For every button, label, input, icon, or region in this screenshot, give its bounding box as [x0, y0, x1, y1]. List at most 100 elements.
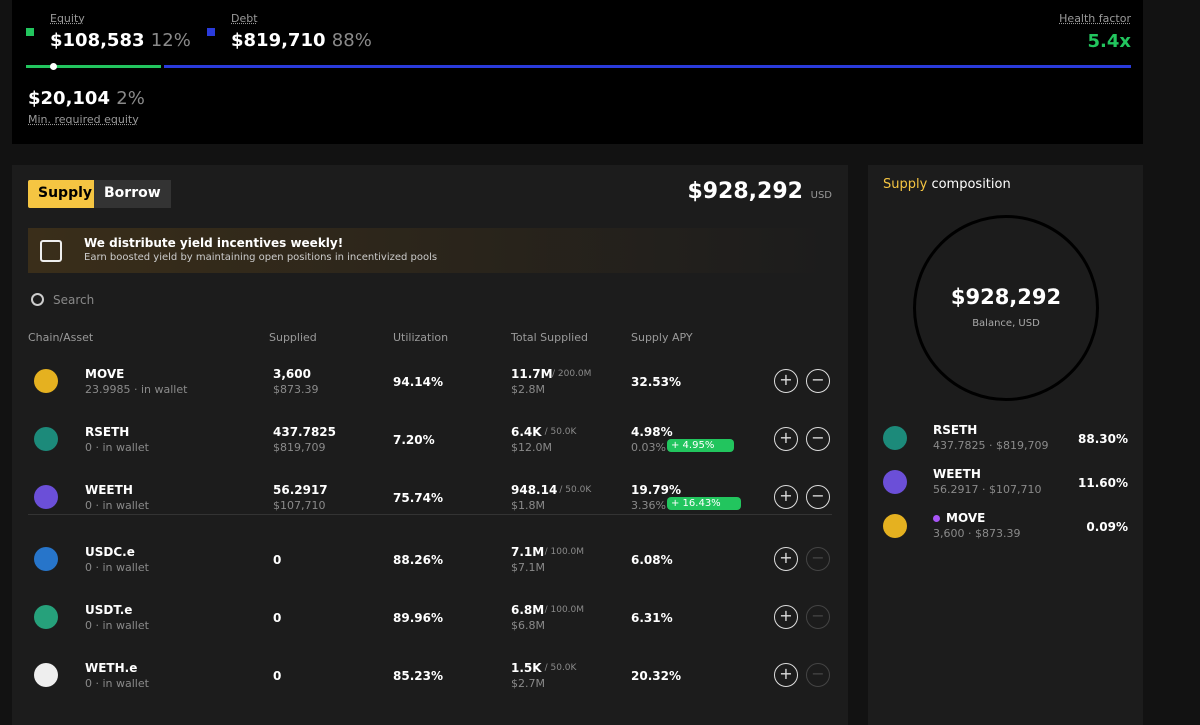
- total-usd: $7.1M: [511, 561, 545, 574]
- cap: / 200.0M: [552, 369, 592, 379]
- banner: We distribute yield incentives weekly! E…: [28, 228, 832, 273]
- body: Equity $108,583 12% Debt $819,710 88% He…: [12, 0, 1143, 690]
- withdraw-button[interactable]: −: [806, 427, 830, 451]
- total-usd: $1.8M: [511, 499, 545, 512]
- asset-name: WETH.e: [85, 661, 138, 675]
- composition-ring: [913, 215, 1099, 401]
- supply-button[interactable]: +: [774, 547, 798, 571]
- min-marker: [50, 63, 57, 70]
- apy-base: 0.03%: [631, 441, 666, 454]
- total-supplied: 1.5K: [511, 661, 542, 675]
- supply-button[interactable]: +: [774, 663, 798, 687]
- supply-button[interactable]: +: [774, 427, 798, 451]
- supplied-usd: $107,710: [273, 499, 326, 512]
- equity-swatch: [26, 28, 34, 36]
- column-header: Utilization: [393, 331, 449, 344]
- wallet: 0 · in wallet: [85, 499, 149, 512]
- wallet: 23.9985 · in wallet: [85, 383, 188, 396]
- utilization: 7.20%: [393, 433, 435, 447]
- search-input[interactable]: Search: [53, 293, 95, 307]
- column-header: Chain/Asset: [28, 331, 94, 344]
- total: $928,292 USD: [687, 179, 832, 204]
- gift-icon: [40, 240, 62, 262]
- asset-icon: [883, 514, 907, 538]
- supplied: 3,600: [273, 367, 311, 381]
- title-highlight: Supply: [883, 177, 928, 192]
- supplied-usd: $873.39: [273, 383, 319, 396]
- asset-name: USDT.e: [85, 603, 133, 617]
- supply-button[interactable]: +: [774, 369, 798, 393]
- supply-button[interactable]: +: [774, 485, 798, 509]
- summary-panel: Equity $108,583 12% Debt $819,710 88% He…: [12, 0, 1143, 144]
- apy: 4.98%: [631, 425, 673, 439]
- supply-button[interactable]: +: [774, 605, 798, 629]
- utilization: 89.96%: [393, 611, 443, 625]
- asset-detail: 3,600 · $873.39: [933, 527, 1021, 540]
- value: $108,583: [50, 30, 145, 51]
- cap: / 50.0K: [559, 485, 592, 495]
- title-rest: composition: [931, 177, 1011, 192]
- total-usd: $12.0M: [511, 441, 552, 454]
- value: $20,104: [28, 88, 110, 109]
- divider: [28, 514, 832, 515]
- supplied: 0: [273, 611, 282, 625]
- withdraw-button[interactable]: −: [806, 485, 830, 509]
- asset-name: RSETH: [933, 423, 978, 437]
- withdraw-button: −: [806, 547, 830, 571]
- withdraw-button: −: [806, 605, 830, 629]
- equity-bar: [26, 65, 161, 68]
- total-value: $928,292: [687, 179, 803, 204]
- asset-icon: [34, 605, 58, 629]
- utilization: 75.74%: [393, 491, 443, 505]
- total-supplied: 7.1M: [511, 545, 545, 559]
- asset-name: USDC.e: [85, 545, 135, 559]
- wallet: 0 · in wallet: [85, 441, 149, 454]
- tab-supply[interactable]: Supply: [28, 180, 103, 208]
- asset-icon: [34, 663, 58, 687]
- withdraw-button[interactable]: −: [806, 369, 830, 393]
- asset-icon: [883, 426, 907, 450]
- asset-detail: 437.7825 · $819,709: [933, 439, 1049, 452]
- asset-name: MOVE: [85, 367, 125, 381]
- column-header: Total Supplied: [511, 331, 588, 344]
- column-header: Supply APY: [631, 331, 693, 344]
- supply-panel: Supply Borrow $928,292 USD We distribute…: [12, 165, 848, 725]
- asset-icon: [34, 547, 58, 571]
- apy: 20.32%: [631, 669, 681, 683]
- wallet: 0 · in wallet: [85, 619, 149, 632]
- supplied: 437.7825: [273, 425, 337, 439]
- utilization: 88.26%: [393, 553, 443, 567]
- min-equity-label: Min. required equity: [28, 113, 139, 126]
- total-supplied: 11.7M: [511, 367, 553, 381]
- boost-badge: + 4.95%: [667, 439, 735, 452]
- asset-icon: [34, 485, 58, 509]
- column-header: Supplied: [269, 331, 317, 344]
- share: 0.09%: [1086, 520, 1128, 534]
- total-usd: $2.7M: [511, 677, 545, 690]
- asset-name: RSETH: [85, 425, 130, 439]
- utilization: 94.14%: [393, 375, 443, 389]
- share: 88.30%: [1078, 432, 1128, 446]
- pct: 88%: [331, 30, 372, 51]
- min-equity-value: $20,104 2%: [28, 88, 145, 109]
- tab-borrow[interactable]: Borrow: [94, 180, 171, 208]
- composition-title: Supply composition: [883, 177, 1011, 192]
- total-usd: $2.8M: [511, 383, 545, 396]
- apy: 19.79%: [631, 483, 681, 497]
- utilization: 85.23%: [393, 669, 443, 683]
- equity-label: Equity: [50, 12, 85, 25]
- apy: 6.31%: [631, 611, 673, 625]
- asset-name: WEETH: [933, 467, 981, 481]
- cap: / 100.0M: [544, 547, 585, 557]
- share: 11.60%: [1078, 476, 1128, 490]
- pct: 2%: [116, 88, 145, 109]
- withdraw-button: −: [806, 663, 830, 687]
- dot: [933, 515, 940, 522]
- supplied: 0: [273, 553, 282, 567]
- health-label: Health factor: [1059, 12, 1131, 25]
- apy-base: 3.36%: [631, 499, 666, 512]
- total-usd: $6.8M: [511, 619, 545, 632]
- balance: $928,292: [950, 285, 1062, 309]
- banner-text: Earn boosted yield by maintaining open p…: [84, 252, 438, 263]
- apy: 32.53%: [631, 375, 681, 389]
